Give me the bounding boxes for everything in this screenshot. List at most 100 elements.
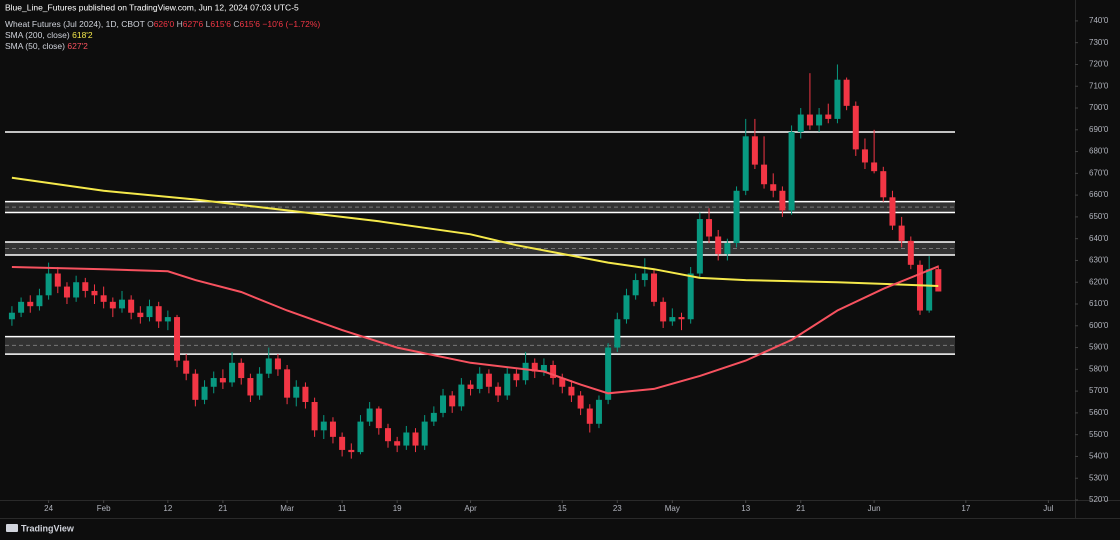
candle-body xyxy=(751,136,758,165)
plot-area xyxy=(5,64,955,459)
brand-icon xyxy=(6,524,18,532)
candle-body xyxy=(623,295,630,320)
sma-name: SMA (200, close) xyxy=(5,30,70,40)
candle-body xyxy=(201,386,208,400)
candle-body xyxy=(247,378,254,396)
sma-line xyxy=(11,265,939,395)
y-tick-label: 640'0 xyxy=(1089,234,1109,243)
candle-body xyxy=(779,190,786,211)
candle-body xyxy=(816,114,823,126)
candle-body xyxy=(687,273,694,320)
candle-body xyxy=(495,386,502,396)
x-tick-label: 21 xyxy=(796,504,805,513)
candle-body xyxy=(715,236,722,254)
candle-body xyxy=(935,269,942,292)
brand-logo: TradingView xyxy=(6,523,75,533)
candle-body xyxy=(375,408,382,429)
quote-value: 615'6 xyxy=(239,19,260,29)
candle-body xyxy=(742,136,749,191)
candle-body xyxy=(641,273,648,281)
candle-body xyxy=(339,436,346,450)
candle-body xyxy=(806,114,813,126)
instrument-legend: Wheat Futures (Jul 2024), 1D, CBOT O626'… xyxy=(5,19,320,29)
sma-legend: SMA (200, close) 618'2 xyxy=(5,30,93,40)
candle-body xyxy=(348,449,355,453)
candle-body xyxy=(650,273,657,302)
sma-value: 618'2 xyxy=(72,30,93,40)
candle-body xyxy=(825,114,832,119)
candle-body xyxy=(843,79,850,106)
x-tick-label: 13 xyxy=(741,504,750,513)
candle-body xyxy=(366,408,373,422)
candle-body xyxy=(146,306,153,318)
y-tick-label: 580'0 xyxy=(1089,364,1109,373)
candle-body xyxy=(449,395,456,407)
candle-body xyxy=(329,421,336,437)
candle-body xyxy=(889,197,896,226)
candle-body xyxy=(320,421,327,431)
candle-body xyxy=(586,408,593,424)
candle-body xyxy=(384,428,391,442)
candle-body xyxy=(926,269,933,311)
candle-body xyxy=(907,240,914,265)
candle-body xyxy=(678,317,685,320)
candle-body xyxy=(174,317,181,361)
candle-body xyxy=(82,282,89,291)
candle-body xyxy=(440,395,447,413)
candle-body xyxy=(467,384,474,389)
y-tick-label: 620'0 xyxy=(1089,277,1109,286)
candle-body xyxy=(706,219,713,237)
candle-body xyxy=(274,358,281,370)
candle-body xyxy=(871,162,878,172)
candle-body xyxy=(183,360,190,374)
candle-body xyxy=(761,164,768,185)
candle-body xyxy=(18,301,25,313)
candle-body xyxy=(256,373,263,396)
candle-body xyxy=(421,421,428,446)
quote-key: C xyxy=(233,19,239,29)
x-tick-label: 17 xyxy=(961,504,970,513)
candle-body xyxy=(861,149,868,163)
candle-body xyxy=(73,282,80,298)
y-tick-label: 690'0 xyxy=(1089,125,1109,134)
x-tick-label: 23 xyxy=(613,504,622,513)
quote-key: H xyxy=(177,19,183,29)
sma-value: 627'2 xyxy=(67,41,88,51)
candle-body xyxy=(614,319,621,348)
candle-body xyxy=(302,386,309,403)
candle-body xyxy=(394,441,401,446)
y-tick-label: 730'0 xyxy=(1089,38,1109,47)
candle-body xyxy=(265,358,272,374)
candle-body xyxy=(834,79,841,119)
candle-body xyxy=(559,378,566,387)
x-tick-label: Feb xyxy=(97,504,111,513)
y-tick-label: 740'0 xyxy=(1089,16,1109,25)
candle-body xyxy=(164,317,171,322)
quote-key: O xyxy=(147,19,154,29)
candle-body xyxy=(916,264,923,311)
candle-body xyxy=(219,378,226,383)
x-tick-label: Jul xyxy=(1043,504,1053,513)
candle-body xyxy=(595,399,602,424)
candle-body xyxy=(229,362,236,383)
y-tick-label: 530'0 xyxy=(1089,473,1109,482)
candle-body xyxy=(118,299,125,309)
candle-body xyxy=(770,184,777,191)
candle-body xyxy=(605,347,612,400)
candle-body xyxy=(504,373,511,396)
y-tick-label: 650'0 xyxy=(1089,212,1109,221)
y-tick-label: 630'0 xyxy=(1089,256,1109,265)
quote-value: 615'6 xyxy=(210,19,231,29)
candle-body xyxy=(568,386,575,396)
x-tick-label: 12 xyxy=(163,504,172,513)
candle-body xyxy=(458,384,465,407)
zone xyxy=(5,336,955,355)
candle-body xyxy=(54,273,61,287)
quote-value: 626'0 xyxy=(154,19,175,29)
candle-body xyxy=(8,312,15,320)
x-tick-label: 11 xyxy=(338,504,347,513)
candle-body xyxy=(724,243,731,254)
candle-body xyxy=(284,369,291,398)
candle-body xyxy=(733,190,740,244)
